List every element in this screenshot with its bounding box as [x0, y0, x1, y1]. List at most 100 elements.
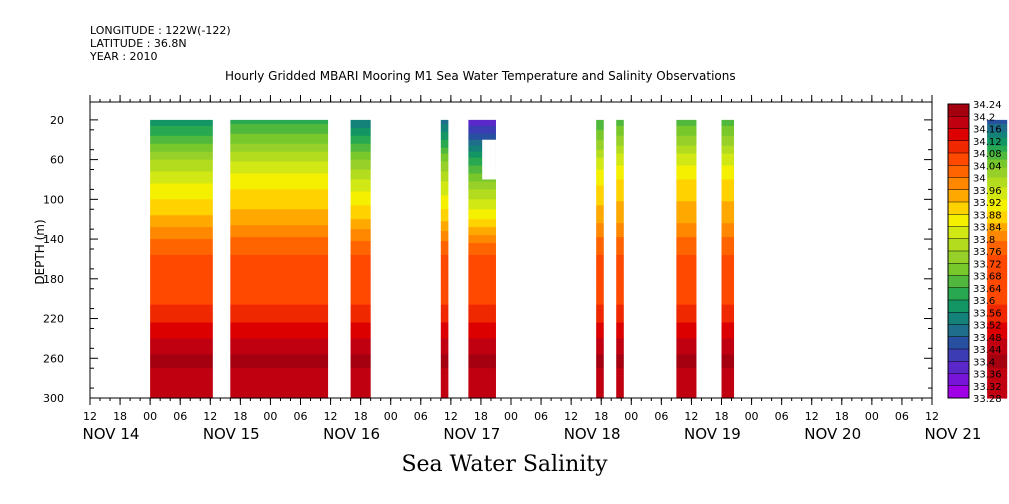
- salinity-cell: [676, 227, 697, 230]
- salinity-cell: [440, 302, 449, 306]
- salinity-cell: [616, 342, 624, 345]
- salinity-cell: [721, 324, 735, 328]
- salinity-cell: [150, 231, 213, 234]
- salinity-cell: [616, 201, 624, 204]
- salinity-cell: [987, 250, 1008, 254]
- salinity-cell: [596, 189, 604, 192]
- salinity-cell: [440, 394, 449, 397]
- salinity-cell: [676, 318, 697, 322]
- salinity-cell: [676, 354, 697, 357]
- salinity-cell: [440, 213, 449, 216]
- salinity-cell: [596, 254, 604, 258]
- salinity-cell: [616, 254, 624, 258]
- data-segment-2: [230, 119, 329, 399]
- salinity-cell: [468, 187, 496, 191]
- salinity-cell: [987, 185, 1008, 189]
- salinity-cell: [596, 378, 604, 381]
- salinity-cell: [676, 336, 697, 340]
- salinity-cell: [440, 282, 449, 286]
- salinity-cell: [230, 320, 329, 324]
- salinity-cell: [350, 262, 371, 266]
- salinity-cell: [987, 201, 1008, 204]
- salinity-cell: [596, 167, 604, 171]
- salinity-cell: [676, 233, 697, 236]
- salinity-cell: [150, 352, 213, 355]
- salinity-cell: [150, 290, 213, 294]
- salinity-cell: [440, 278, 449, 282]
- salinity-cell: [676, 312, 697, 316]
- salinity-cell: [987, 121, 1008, 125]
- salinity-cell: [150, 390, 213, 393]
- salinity-cell: [676, 368, 697, 371]
- salinity-cell: [230, 302, 329, 306]
- salinity-cell: [230, 314, 329, 318]
- salinity-cell: [616, 229, 624, 232]
- salinity-cell: [676, 320, 697, 324]
- salinity-cell: [230, 326, 329, 330]
- salinity-cell: [676, 195, 697, 198]
- salinity-cell: [350, 360, 371, 363]
- salinity-cell: [676, 276, 697, 280]
- salinity-cell: [350, 356, 371, 359]
- salinity-cell: [676, 193, 697, 196]
- salinity-cell: [721, 338, 735, 341]
- x-hour-tick-label: 06: [414, 410, 428, 423]
- salinity-cell: [721, 318, 735, 322]
- salinity-cell: [150, 213, 213, 216]
- salinity-cell: [987, 209, 1008, 212]
- salinity-cell: [721, 159, 735, 163]
- salinity-cell: [676, 127, 697, 131]
- salinity-cell: [721, 294, 735, 298]
- data-segments: [150, 119, 1008, 399]
- salinity-cell: [676, 252, 697, 256]
- salinity-cell: [440, 163, 449, 167]
- salinity-cell: [676, 243, 697, 246]
- salinity-cell: [676, 326, 697, 330]
- salinity-cell: [440, 237, 449, 240]
- salinity-cell: [150, 167, 213, 171]
- x-hour-tick-label: 12: [564, 410, 578, 423]
- colorbar-label: 33.44: [973, 345, 1002, 356]
- salinity-cell: [676, 370, 697, 373]
- salinity-cell: [150, 372, 213, 375]
- salinity-cell: [230, 245, 329, 248]
- salinity-cell: [230, 159, 329, 163]
- salinity-cell: [721, 362, 735, 365]
- salinity-cell: [721, 245, 735, 248]
- salinity-cell: [440, 173, 449, 177]
- salinity-cell: [616, 195, 624, 198]
- colorbar-label: 34.04: [973, 161, 1002, 172]
- salinity-cell: [350, 119, 371, 123]
- salinity-cell: [230, 274, 329, 278]
- salinity-cell: [616, 123, 624, 127]
- salinity-cell: [468, 338, 496, 341]
- salinity-cell: [468, 237, 496, 240]
- salinity-cell: [230, 211, 329, 214]
- salinity-cell: [350, 280, 371, 284]
- salinity-cell: [676, 183, 697, 187]
- salinity-cell: [230, 372, 329, 375]
- salinity-cell: [596, 356, 604, 359]
- salinity-cell: [440, 185, 449, 189]
- salinity-cell: [676, 197, 697, 200]
- salinity-cell: [987, 266, 1008, 270]
- salinity-cell: [230, 364, 329, 367]
- salinity-cell: [468, 260, 496, 264]
- x-hour-tick-label: 12: [203, 410, 217, 423]
- salinity-cell: [350, 364, 371, 367]
- salinity-cell: [596, 155, 604, 159]
- salinity-cell: [468, 213, 496, 216]
- salinity-cell: [987, 382, 1008, 385]
- salinity-cell: [230, 290, 329, 294]
- salinity-cell: [230, 386, 329, 389]
- salinity-cell: [468, 350, 496, 353]
- salinity-cell: [230, 360, 329, 363]
- colorbar-swatch: [948, 373, 969, 387]
- salinity-cell: [440, 360, 449, 363]
- salinity-cell: [440, 205, 449, 208]
- salinity-cell: [230, 191, 329, 194]
- x-hour-tick-label: 00: [384, 410, 398, 423]
- colorbar-label: 34: [973, 174, 986, 185]
- salinity-cell: [230, 223, 329, 226]
- salinity-cell: [440, 149, 449, 153]
